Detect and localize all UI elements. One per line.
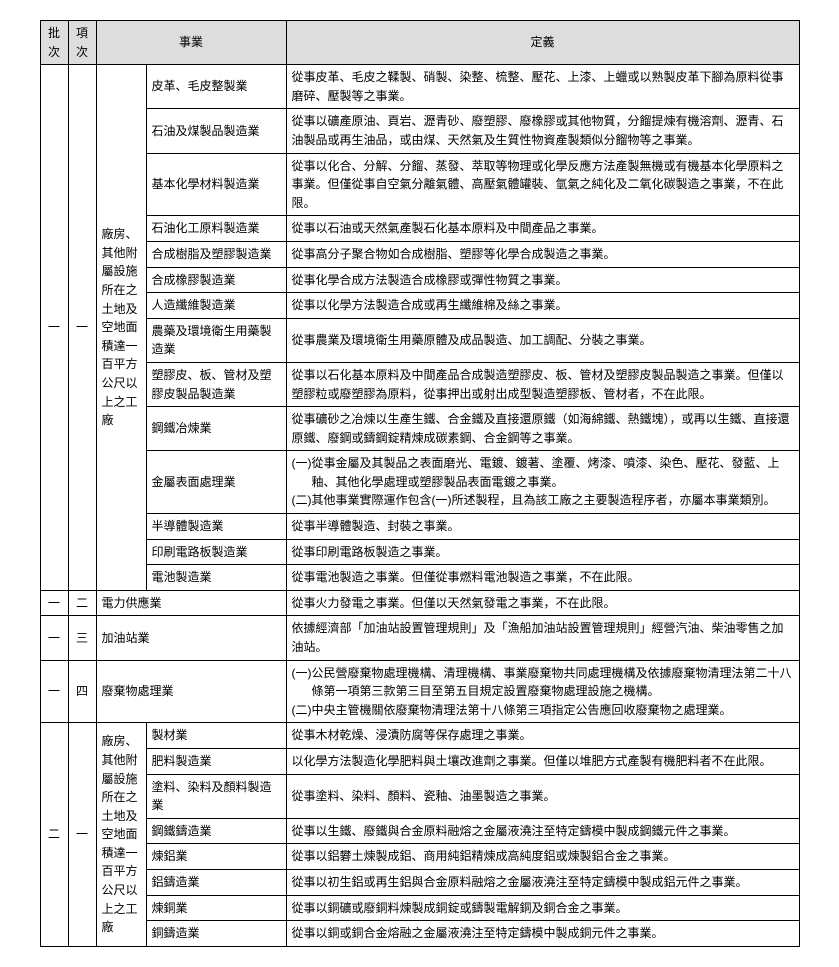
business-cell: 半導體製造業 bbox=[146, 514, 286, 540]
business-cell: 鋼鐵鑄造業 bbox=[146, 818, 286, 844]
scope-cell: 廠房、其他附屬設施所在之土地及空地面積達一百平方公尺以上之工廠 bbox=[96, 65, 146, 591]
definition-cell: 以化學方法製造化學肥料與土壤改進劑之事業。但僅以堆肥方式產製有機肥料者不在此限。 bbox=[286, 749, 799, 775]
definition-cell: 從事礦砂之冶煉以生產生鐵、合金鐵及直接還原鐵（如海綿鐵、熱鐵塊），或再以生鐵、直… bbox=[286, 407, 799, 451]
business-cell: 合成樹脂及塑膠製造業 bbox=[146, 241, 286, 267]
business-cell: 肥料製造業 bbox=[146, 749, 286, 775]
batch-cell: 一 bbox=[40, 590, 68, 616]
business-cell: 基本化學材料製造業 bbox=[146, 153, 286, 216]
item-cell: 三 bbox=[68, 616, 96, 660]
business-cell: 製材業 bbox=[146, 723, 286, 749]
batch-cell: 二 bbox=[40, 723, 68, 946]
definition-cell: (一)從事金屬及其製品之表面磨光、電鍍、鍍著、塗覆、烤漆、噴漆、染色、壓花、發藍… bbox=[286, 451, 799, 514]
header-business: 事業 bbox=[96, 21, 286, 65]
business-cell: 鋁鑄造業 bbox=[146, 869, 286, 895]
definition-cell: 從事塗料、染料、顏料、瓷釉、油墨製造之事業。 bbox=[286, 774, 799, 818]
header-batch: 批次 bbox=[40, 21, 68, 65]
batch-cell: 一 bbox=[40, 65, 68, 591]
definition-cell: 從事以初生鋁或再生鋁與合金原料融熔之金屬液澆注至特定鑄模中製成鋁元件之事業。 bbox=[286, 869, 799, 895]
business-cell: 塗料、染料及顏料製造業 bbox=[146, 774, 286, 818]
business-cell: 鋼鐵冶煉業 bbox=[146, 407, 286, 451]
definition-cell: 從事農業及環境衛生用藥原體及成品製造、加工調配、分裝之事業。 bbox=[286, 318, 799, 362]
definition-cell: 從事火力發電之事業。但僅以天然氣發電之事業，不在此限。 bbox=[286, 590, 799, 616]
definition-cell: 從事以銅或銅合金熔融之金屬液澆注至特定鑄模中製成銅元件之事業。 bbox=[286, 921, 799, 947]
batch-cell: 一 bbox=[40, 660, 68, 723]
business-cell: 人造纖維製造業 bbox=[146, 293, 286, 319]
business-cell: 皮革、毛皮整製業 bbox=[146, 65, 286, 109]
definition-cell: 從事高分子聚合物如合成樹脂、塑膠等化學合成製造之事業。 bbox=[286, 241, 799, 267]
regulation-table: 批次 項次 事業 定義 一 一 廠房、其他附屬設施所在之土地及空地面積達一百平方… bbox=[40, 20, 800, 947]
item-cell: 四 bbox=[68, 660, 96, 723]
definition-cell: (一)公民營廢棄物處理機構、清理機構、事業廢棄物共同處理機構及依據廢棄物清理法第… bbox=[286, 660, 799, 723]
definition-cell: 從事以鋁礬土煉製成鋁、商用純鋁精煉成高純度鋁或煉製鋁合金之事業。 bbox=[286, 844, 799, 870]
definition-cell: 從事以化學方法製造合成或再生纖維棉及絲之事業。 bbox=[286, 293, 799, 319]
item-cell: 一 bbox=[68, 723, 96, 946]
definition-cell: 從事木材乾燥、浸漬防腐等保存處理之事業。 bbox=[286, 723, 799, 749]
item-cell: 二 bbox=[68, 590, 96, 616]
business-cell: 合成橡膠製造業 bbox=[146, 267, 286, 293]
definition-cell: 從事印刷電路板製造之事業。 bbox=[286, 539, 799, 565]
business-cell: 金屬表面處理業 bbox=[146, 451, 286, 514]
business-cell: 煉鋁業 bbox=[146, 844, 286, 870]
business-cell: 加油站業 bbox=[96, 616, 286, 660]
business-cell: 電力供應業 bbox=[96, 590, 286, 616]
definition-cell: 從事半導體製造、封裝之事業。 bbox=[286, 514, 799, 540]
business-cell: 電池製造業 bbox=[146, 565, 286, 591]
business-cell: 石油化工原料製造業 bbox=[146, 216, 286, 242]
definition-cell: 從事電池製造之事業。但僅從事燃料電池製造之事業，不在此限。 bbox=[286, 565, 799, 591]
definition-cell: 依據經濟部「加油站設置管理規則」及「漁船加油站設置管理規則」經營汽油、柴油零售之… bbox=[286, 616, 799, 660]
business-cell: 廢棄物處理業 bbox=[96, 660, 286, 723]
header-definition: 定義 bbox=[286, 21, 799, 65]
definition-cell: 從事皮革、毛皮之鞣製、硝製、染整、梳整、壓花、上漆、上蠟或以熟製皮革下腳為原料從… bbox=[286, 65, 799, 109]
definition-cell: 從事以礦產原油、頁岩、瀝青砂、廢塑膠、廢橡膠或其他物質，分餾提煉有機溶劑、瀝青、… bbox=[286, 109, 799, 153]
definition-cell: 從事以石油或天然氣產製石化基本原料及中間產品之事業。 bbox=[286, 216, 799, 242]
scope-cell: 廠房、其他附屬設施所在之土地及空地面積達一百平方公尺以上之工廠 bbox=[96, 723, 146, 946]
business-cell: 銅鑄造業 bbox=[146, 921, 286, 947]
business-cell: 石油及煤製品製造業 bbox=[146, 109, 286, 153]
batch-cell: 一 bbox=[40, 616, 68, 660]
definition-cell: 從事化學合成方法製造合成橡膠或彈性物質之事業。 bbox=[286, 267, 799, 293]
business-cell: 印刷電路板製造業 bbox=[146, 539, 286, 565]
business-cell: 農藥及環境衛生用藥製造業 bbox=[146, 318, 286, 362]
definition-cell: 從事以石化基本原料及中間產品合成製造塑膠皮、板、管材及塑膠皮製品製造之事業。但僅… bbox=[286, 362, 799, 406]
business-cell: 塑膠皮、板、管材及塑膠皮製品製造業 bbox=[146, 362, 286, 406]
definition-cell: 從事以生鐵、廢鐵與合金原料融熔之金屬液澆注至特定鑄模中製成鋼鐵元件之事業。 bbox=[286, 818, 799, 844]
item-cell: 一 bbox=[68, 65, 96, 591]
header-item: 項次 bbox=[68, 21, 96, 65]
definition-cell: 從事以化合、分解、分餾、蒸發、萃取等物理或化學反應方法產製無機或有機基本化學原料… bbox=[286, 153, 799, 216]
